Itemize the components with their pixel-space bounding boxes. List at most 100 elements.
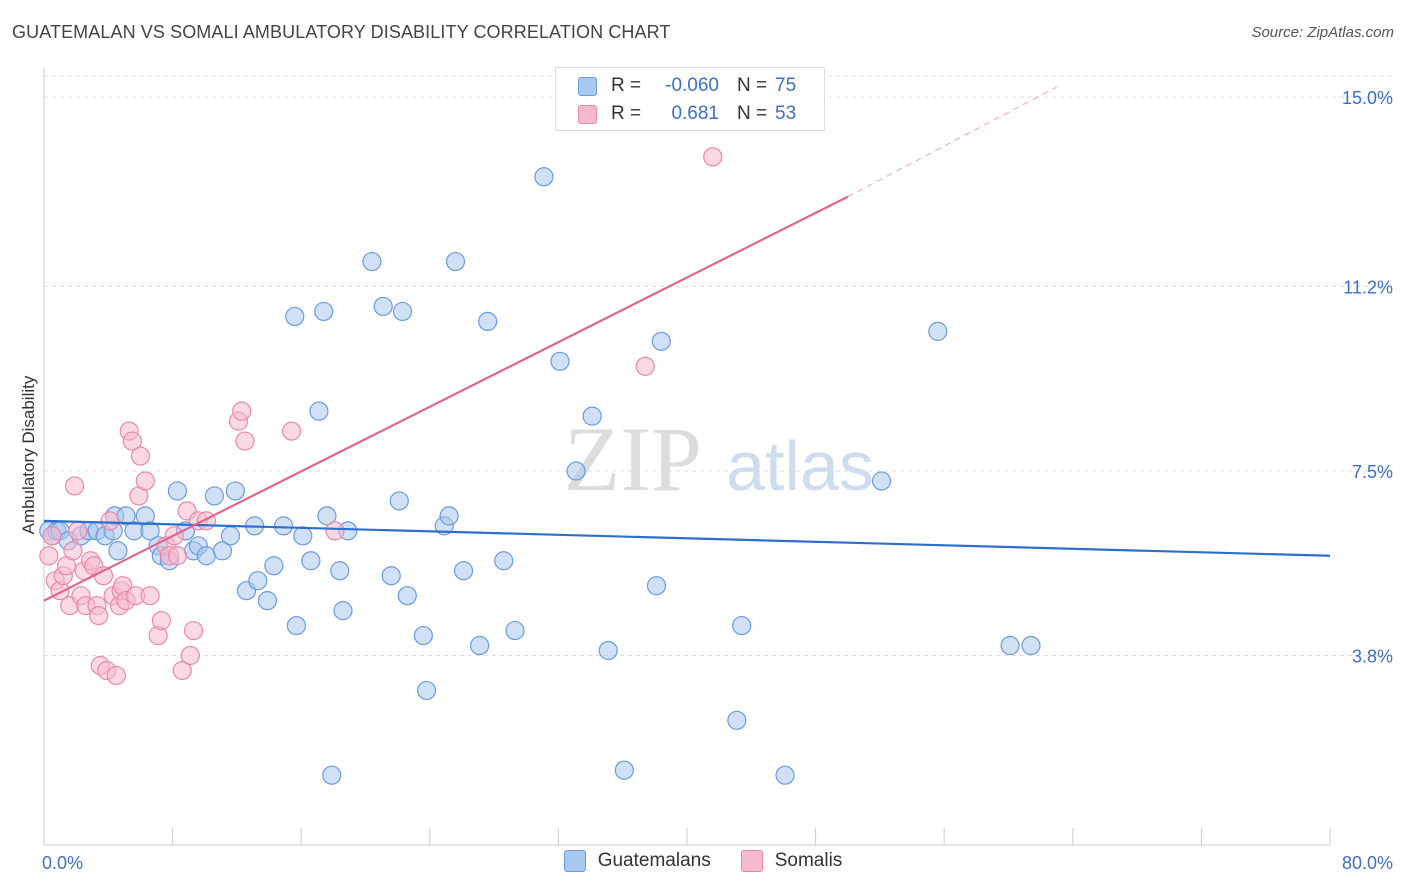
point-guatemalans bbox=[651, 331, 671, 351]
x-tick-label: 80.0% bbox=[1342, 853, 1393, 873]
point-guatemalans bbox=[108, 541, 128, 561]
x-tick-label: 0.0% bbox=[42, 853, 83, 873]
point-somalis bbox=[106, 665, 126, 686]
point-guatemalans bbox=[392, 301, 413, 322]
blue-swatch bbox=[578, 76, 597, 96]
legend-item-somalis[interactable]: Somalis bbox=[740, 850, 843, 872]
y-axis-label: Ambulatory Disability bbox=[19, 375, 38, 534]
point-somalis bbox=[172, 660, 192, 681]
chart-title: GUATEMALAN VS SOMALI AMBULATORY DISABILI… bbox=[12, 22, 671, 42]
n-label: N = bbox=[737, 103, 768, 124]
point-somalis bbox=[635, 356, 655, 376]
point-guatemalans bbox=[445, 251, 466, 272]
point-somalis bbox=[180, 645, 200, 666]
r-label: R = bbox=[611, 75, 642, 96]
point-guatemalans bbox=[397, 586, 417, 606]
point-guatemalans bbox=[871, 471, 892, 491]
point-guatemalans bbox=[494, 551, 514, 571]
source-label: Source: ZipAtlas.com bbox=[1251, 24, 1394, 41]
point-guatemalans bbox=[333, 601, 353, 621]
point-guatemalans bbox=[413, 625, 433, 646]
point-guatemalans bbox=[301, 551, 321, 571]
point-guatemalans bbox=[416, 680, 437, 701]
point-somalis bbox=[140, 586, 160, 606]
legend-label: Somalis bbox=[774, 850, 843, 871]
point-somalis bbox=[325, 521, 345, 541]
point-guatemalans bbox=[550, 351, 570, 371]
legend-item-guatemalans[interactable]: Guatemalans bbox=[563, 850, 711, 872]
watermark: ZIP atlas bbox=[564, 408, 874, 510]
point-somalis bbox=[39, 546, 59, 566]
point-guatemalans bbox=[646, 576, 667, 596]
point-guatemalans bbox=[293, 526, 313, 546]
point-somalis bbox=[183, 620, 204, 641]
point-guatemalans bbox=[286, 615, 306, 636]
point-somalis bbox=[232, 401, 252, 421]
point-guatemalans bbox=[140, 521, 160, 541]
point-guatemalans bbox=[285, 306, 305, 327]
n-value: 75 bbox=[775, 75, 797, 96]
point-guatemalans bbox=[373, 296, 393, 317]
point-guatemalans bbox=[775, 765, 795, 785]
point-guatemalans bbox=[453, 561, 474, 581]
pink-swatch bbox=[578, 104, 597, 124]
legend-row-somalis: R = 0.681 N = 53 bbox=[578, 100, 796, 128]
point-guatemalans bbox=[317, 506, 337, 526]
y-tick-label: 7.5% bbox=[1352, 462, 1393, 482]
point-guatemalans bbox=[598, 640, 618, 661]
point-guatemalans bbox=[257, 591, 278, 611]
watermark-zip: ZIP bbox=[564, 408, 702, 510]
y-tick-label: 15.0% bbox=[1342, 88, 1393, 108]
point-somalis bbox=[703, 147, 723, 167]
point-guatemalans bbox=[1000, 635, 1020, 656]
trend-line-guatemalans bbox=[43, 519, 1331, 557]
series-legend: Guatemalans Somalis bbox=[0, 850, 1406, 872]
y-tick-label: 3.8% bbox=[1352, 647, 1393, 667]
point-guatemalans bbox=[582, 406, 602, 426]
point-guatemalans bbox=[1021, 635, 1041, 656]
point-guatemalans bbox=[505, 620, 525, 641]
point-guatemalans bbox=[727, 710, 747, 730]
trend-extension-somalis bbox=[847, 86, 1057, 198]
point-guatemalans bbox=[389, 491, 409, 511]
point-guatemalans bbox=[614, 760, 634, 780]
axes bbox=[43, 68, 1331, 846]
legend-row-guatemalans: R = -0.060 N = 75 bbox=[578, 72, 796, 100]
point-guatemalans bbox=[470, 635, 490, 656]
trend-line-somalis bbox=[43, 195, 849, 602]
point-somalis bbox=[93, 566, 114, 586]
blue-swatch bbox=[563, 850, 586, 872]
legend-label: Guatemalans bbox=[597, 850, 711, 871]
n-label: N = bbox=[737, 75, 768, 96]
point-guatemalans bbox=[167, 481, 188, 501]
point-somalis bbox=[135, 471, 155, 491]
point-guatemalans bbox=[478, 311, 498, 331]
point-guatemalans bbox=[212, 541, 233, 561]
point-guatemalans bbox=[248, 571, 268, 591]
point-somalis bbox=[167, 546, 188, 566]
point-guatemalans bbox=[220, 526, 241, 546]
point-somalis bbox=[122, 431, 143, 451]
point-guatemalans bbox=[928, 321, 948, 341]
point-guatemalans bbox=[566, 461, 586, 481]
point-guatemalans bbox=[309, 401, 329, 421]
point-guatemalans bbox=[732, 615, 752, 636]
point-somalis bbox=[89, 606, 109, 626]
point-somalis bbox=[63, 541, 83, 561]
point-guatemalans bbox=[534, 167, 554, 187]
point-guatemalans bbox=[204, 486, 224, 506]
r-label: R = bbox=[611, 103, 642, 124]
point-somalis bbox=[42, 526, 62, 546]
point-somalis bbox=[64, 476, 85, 496]
point-guatemalans bbox=[381, 566, 401, 586]
point-guatemalans bbox=[439, 506, 459, 526]
point-guatemalans bbox=[322, 765, 342, 785]
r-value: -0.060 bbox=[665, 75, 719, 96]
point-guatemalans bbox=[196, 546, 216, 566]
point-guatemalans bbox=[330, 561, 350, 581]
point-somalis bbox=[235, 431, 255, 451]
point-guatemalans bbox=[273, 516, 294, 536]
n-value: 53 bbox=[775, 103, 797, 124]
point-guatemalans bbox=[362, 251, 382, 272]
